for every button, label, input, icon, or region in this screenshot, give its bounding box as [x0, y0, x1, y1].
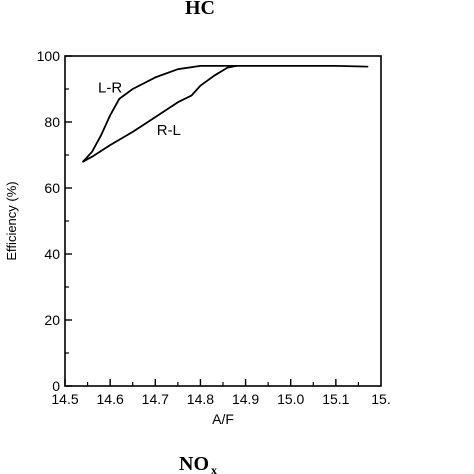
- y-tick-label: 20: [44, 312, 60, 328]
- bottom-title: NO x: [179, 453, 217, 474]
- x-tick-label: 14.7: [142, 391, 169, 407]
- y-tick-label: 80: [44, 114, 60, 130]
- y-axis-label: Efficiency (%): [4, 181, 19, 260]
- annotation-l-r: L-R: [98, 79, 122, 96]
- x-tick-label: 15.0: [277, 391, 304, 407]
- y-tick-label: 40: [44, 246, 60, 262]
- annotation-r-l: R-L: [157, 122, 181, 139]
- chart-title: HC: [185, 0, 215, 19]
- x-tick-label: 14.6: [97, 391, 124, 407]
- x-tick-label: 15.: [371, 391, 390, 407]
- bottom-title-subscript: x: [211, 463, 217, 474]
- plot-frame: [64, 55, 382, 387]
- x-axis-label: A/F: [212, 411, 234, 427]
- x-tick-label: 14.8: [187, 391, 214, 407]
- x-tick-label: 15.1: [322, 391, 349, 407]
- y-tick-label: 100: [37, 48, 61, 64]
- series-line-l-r: [82, 65, 369, 163]
- series-line-r-l: [82, 65, 238, 163]
- y-tick-label: 60: [44, 180, 60, 196]
- series-layer: [82, 65, 369, 163]
- annotations: L-R R-L: [98, 79, 181, 139]
- x-tick-label: 14.5: [51, 391, 78, 407]
- plot-area: [64, 55, 382, 387]
- y-axis: 0 20 40 60 80 100: [37, 48, 72, 394]
- bottom-title-main: NO: [179, 453, 209, 474]
- y-tick-label: 0: [52, 378, 60, 394]
- x-axis: 14.5 14.6 14.7 14.8 14.9 15.0 15.1 15.: [51, 379, 391, 407]
- x-tick-label: 14.9: [232, 391, 259, 407]
